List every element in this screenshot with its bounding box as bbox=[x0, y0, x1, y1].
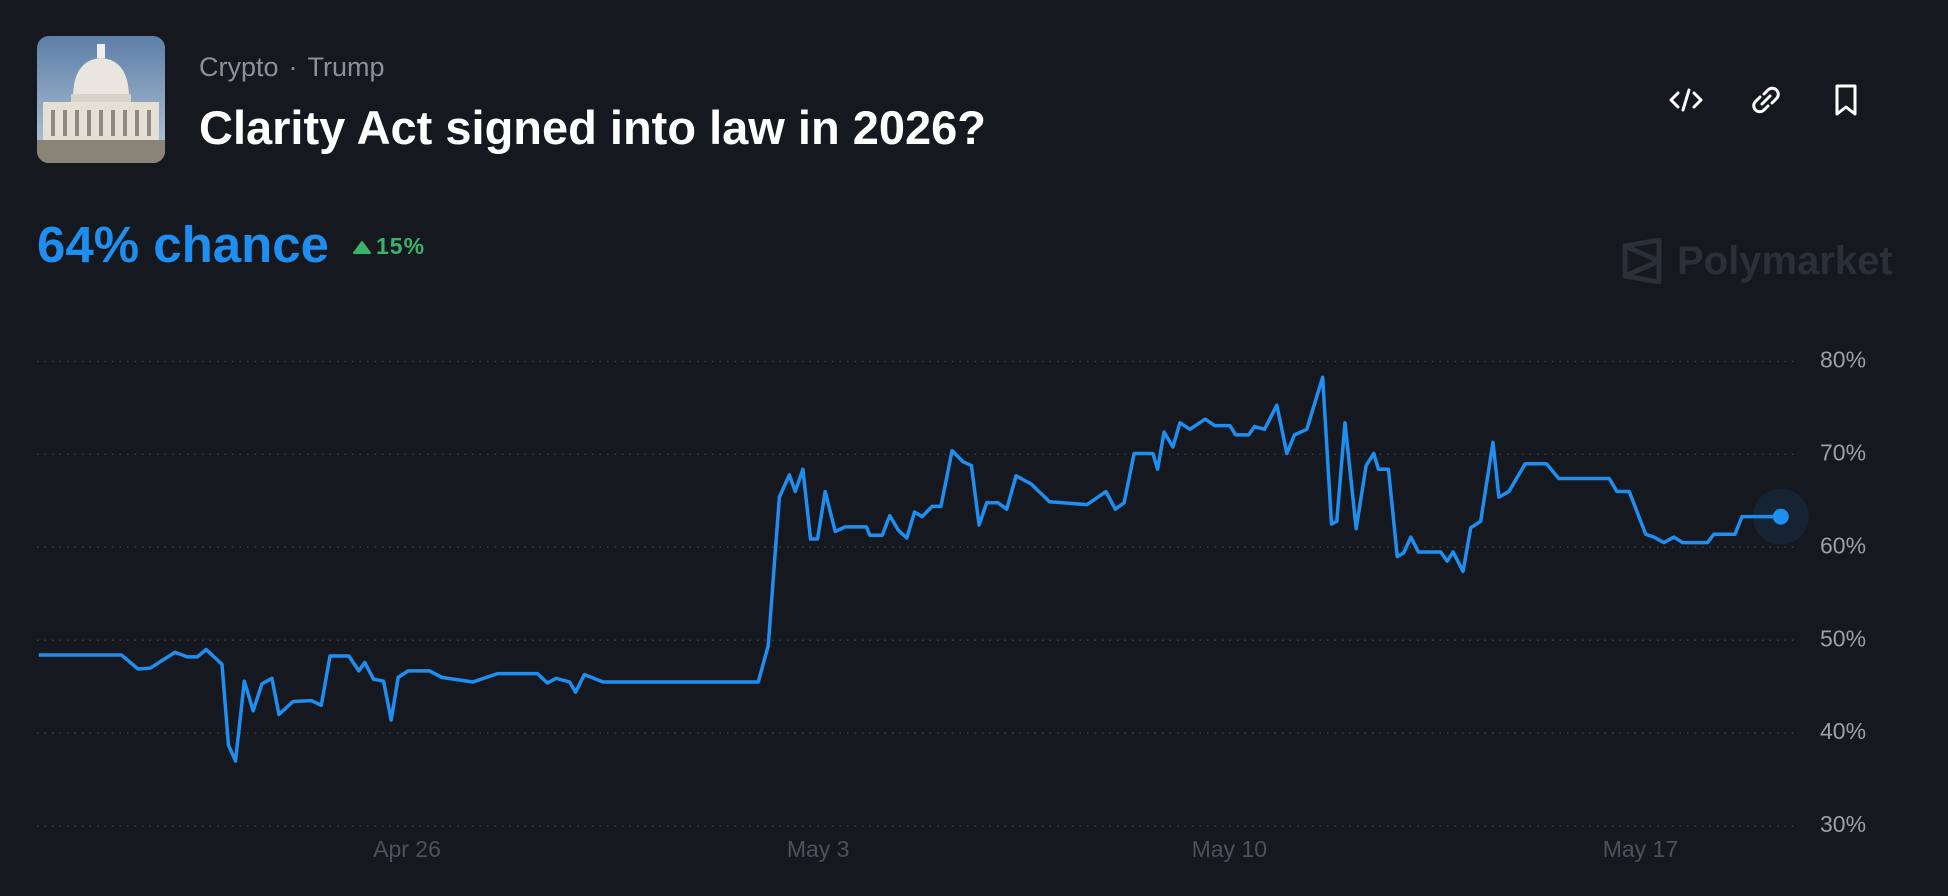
x-tick-label: Apr 26 bbox=[373, 836, 441, 862]
watermark: Polymarket bbox=[1621, 238, 1893, 284]
y-tick-label: 50% bbox=[1820, 625, 1866, 651]
x-tick-label: May 17 bbox=[1603, 836, 1678, 862]
change-value: 15% bbox=[376, 233, 426, 259]
y-tick-label: 30% bbox=[1820, 811, 1866, 837]
category-link[interactable]: Crypto bbox=[199, 52, 279, 82]
copy-link-button[interactable] bbox=[1746, 80, 1786, 120]
category-link[interactable]: Trump bbox=[307, 52, 385, 82]
chance-value: 64% chance bbox=[37, 216, 330, 273]
embed-button[interactable] bbox=[1666, 80, 1706, 120]
up-arrow bbox=[353, 241, 371, 254]
bookmark-button[interactable] bbox=[1826, 80, 1866, 120]
chance-change: 15% bbox=[352, 233, 425, 260]
y-tick-label: 60% bbox=[1820, 532, 1866, 558]
breadcrumb: Crypto · Trump bbox=[199, 52, 385, 83]
separator: · bbox=[288, 52, 298, 82]
end-point bbox=[1772, 508, 1789, 525]
market-image bbox=[37, 36, 165, 163]
x-tick-label: May 10 bbox=[1192, 836, 1267, 862]
market-title: Clarity Act signed into law in 2026? bbox=[199, 101, 986, 154]
brand-name: Polymarket bbox=[1677, 238, 1893, 283]
price-line bbox=[38, 375, 1781, 763]
y-tick-label: 70% bbox=[1820, 439, 1866, 465]
y-tick-label: 80% bbox=[1820, 347, 1866, 373]
brand-logo bbox=[1622, 238, 1662, 284]
y-tick-label: 40% bbox=[1820, 718, 1866, 744]
x-tick-label: May 3 bbox=[787, 836, 850, 862]
